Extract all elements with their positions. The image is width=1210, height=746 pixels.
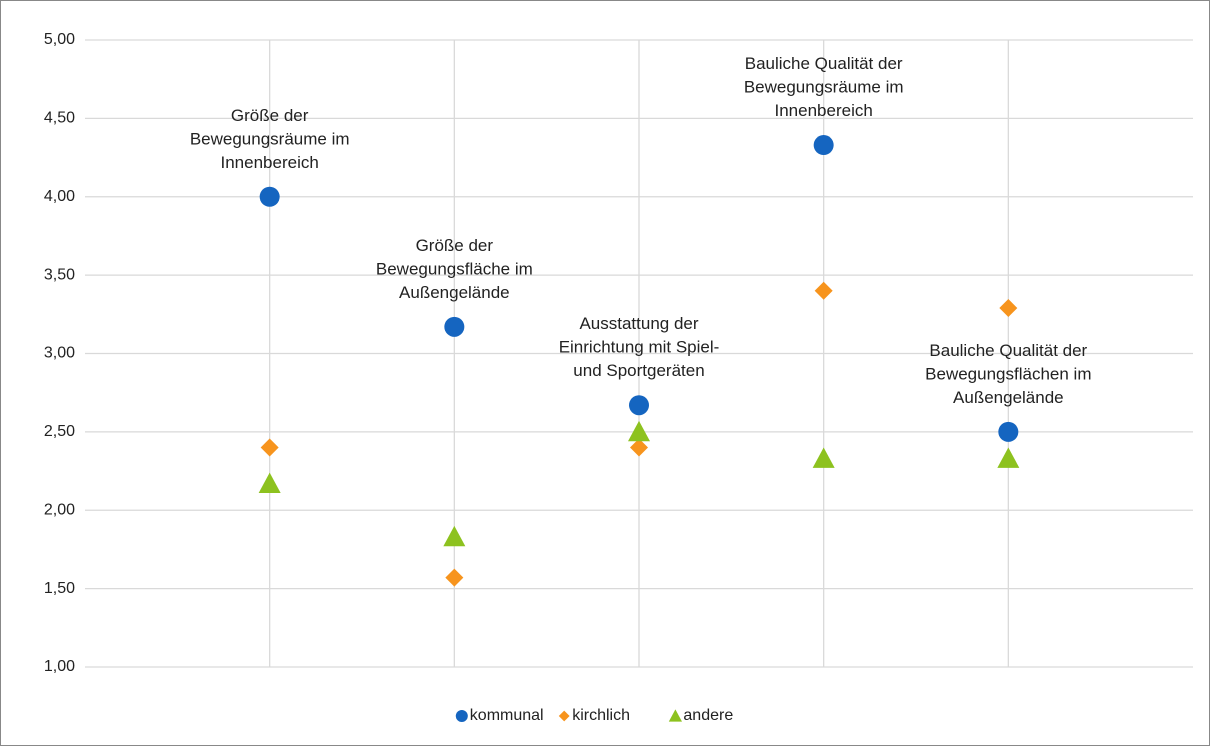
marker (444, 316, 465, 337)
legend-marker (558, 710, 570, 722)
y-tick-label: 4,00 (44, 188, 75, 205)
marker (998, 421, 1019, 442)
category-label: Bauliche Qualität der Bewegungsräume im In… (744, 55, 904, 121)
marker (260, 438, 279, 457)
legend-label: kirchlich (572, 707, 630, 724)
y-tick-label: 3,50 (44, 266, 75, 283)
legend-marker (668, 709, 682, 722)
y-tick-label: 4,50 (44, 110, 75, 127)
marker (259, 186, 280, 207)
category-label: Bauliche Qualität der Bewegungsflächen im… (925, 341, 1091, 407)
marker (814, 281, 833, 300)
category-label: Größe der Bewegungsfläche im Außengelände (376, 236, 533, 302)
y-tick-label: 2,50 (44, 423, 75, 440)
category-label: Größe der Bewegungsräume im Innenbereich (190, 106, 350, 172)
marker (258, 472, 281, 493)
marker (812, 447, 835, 468)
y-tick-label: 2,00 (44, 501, 75, 518)
marker (999, 299, 1018, 318)
legend-marker (455, 710, 468, 722)
marker (629, 395, 649, 416)
legend-label: kommunal (470, 707, 544, 724)
marker (445, 568, 464, 587)
marker (628, 420, 650, 442)
y-tick-label: 1,50 (44, 580, 75, 597)
marker (813, 135, 834, 156)
y-tick-label: 3,00 (44, 345, 75, 362)
y-tick-label: 5,00 (44, 31, 75, 48)
category-label: Ausstattung der Einrichtung mit Spiel-und… (559, 315, 720, 381)
marker (443, 525, 466, 547)
legend-label: andere (683, 707, 733, 724)
y-tick-label: 1,00 (44, 658, 75, 675)
marker (997, 447, 1020, 468)
marker (630, 438, 648, 457)
